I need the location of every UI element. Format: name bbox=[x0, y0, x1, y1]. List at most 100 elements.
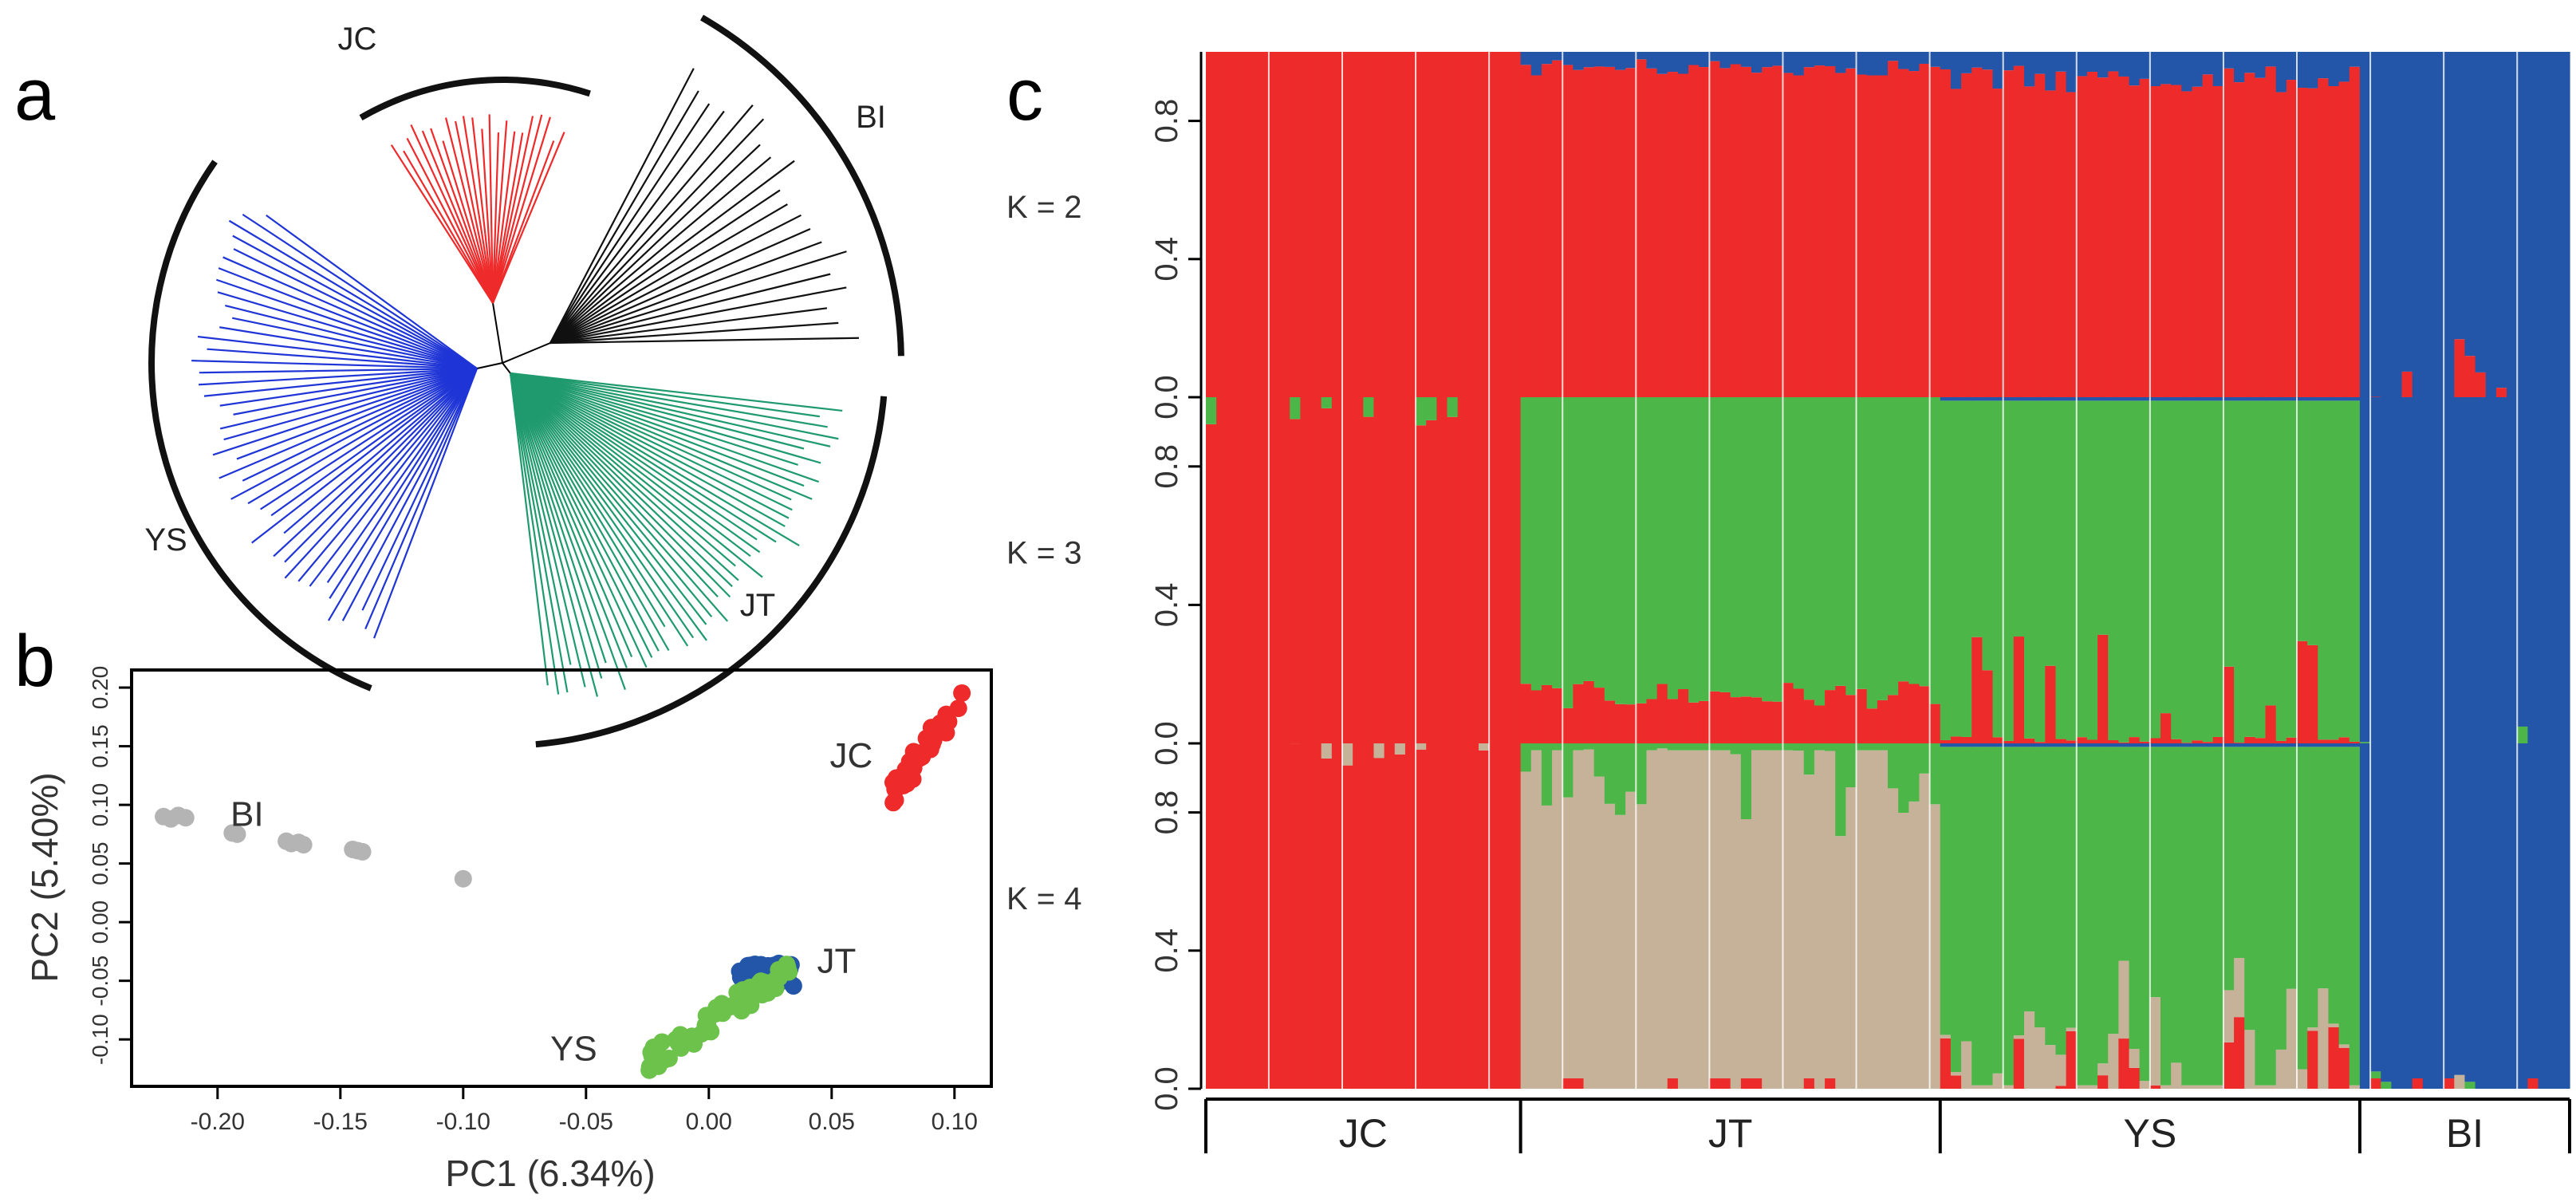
admixture-bar-segment bbox=[1677, 52, 1689, 74]
admixture-bar-segment bbox=[2160, 713, 2172, 743]
admixture-bar-segment bbox=[2244, 747, 2255, 1031]
panel-a-label: a bbox=[14, 54, 56, 136]
admixture-bar-segment bbox=[2391, 743, 2403, 1089]
admixture-bar-segment bbox=[1384, 397, 1396, 743]
admixture-bar-segment bbox=[2286, 52, 2298, 81]
admixture-bar-segment bbox=[2328, 747, 2340, 1024]
admixture-bar-segment bbox=[1793, 743, 1805, 751]
admixture-bar-segment bbox=[2297, 88, 2308, 397]
admixture-bar-segment bbox=[1636, 52, 1648, 60]
tree-branch-BI bbox=[549, 214, 802, 344]
admixture-bar-segment bbox=[1636, 743, 1648, 805]
admixture-bar-segment bbox=[2422, 52, 2434, 397]
admixture-bar-segment bbox=[1636, 804, 1648, 1089]
admixture-bar-segment bbox=[1772, 397, 1784, 702]
admixture-bar-segment bbox=[2485, 397, 2497, 743]
admixture-bar-segment bbox=[2485, 52, 2497, 397]
admixture-bar-segment bbox=[1898, 69, 1909, 397]
admixture-bar-segment bbox=[1562, 1078, 1574, 1089]
admixture-bar-segment bbox=[2234, 747, 2245, 959]
admixture-bar-segment bbox=[1552, 60, 1563, 397]
clade-arc-BI bbox=[699, 14, 904, 357]
tree-branch-JC bbox=[421, 130, 494, 304]
admixture-bar-segment bbox=[2129, 747, 2141, 1050]
tree-branch-YS bbox=[233, 248, 478, 369]
admixture-bar-segment bbox=[2338, 747, 2350, 1045]
admixture-bar-segment bbox=[2192, 1085, 2204, 1089]
admixture-bar-segment bbox=[2444, 743, 2455, 1079]
tree-branch-BI bbox=[549, 250, 847, 345]
admixture-bar-segment bbox=[1573, 397, 1585, 684]
admixture-bar-segment bbox=[2422, 397, 2434, 743]
admixture-bar-segment bbox=[2034, 742, 2046, 743]
admixture-bar-segment bbox=[1394, 754, 1406, 1089]
admixture-bar-segment bbox=[2108, 747, 2119, 1035]
admixture-bar-segment bbox=[2548, 397, 2560, 743]
admixture-bar-segment bbox=[1825, 65, 1836, 398]
admixture-bar-segment bbox=[1803, 1078, 1815, 1089]
admixture-bar-segment bbox=[1898, 397, 1909, 682]
tree-branch-BI bbox=[549, 286, 847, 345]
admixture-bar-segment bbox=[2318, 747, 2330, 989]
pca-point-BI bbox=[228, 825, 246, 843]
admixture-bar-segment bbox=[1604, 803, 1616, 1089]
admixture-bar-segment bbox=[1530, 397, 1542, 691]
admixture-bar-segment bbox=[2370, 1071, 2381, 1079]
admixture-bar-segment bbox=[1562, 65, 1574, 397]
admixture-bar-segment bbox=[2212, 400, 2224, 737]
admixture-bar-segment bbox=[2318, 78, 2330, 397]
admixture-bar-segment bbox=[1793, 52, 1805, 76]
admixture-bar-segment bbox=[1353, 52, 1364, 397]
admixture-bar-segment bbox=[1950, 52, 1962, 89]
admixture-bar-segment bbox=[2139, 397, 2151, 401]
admixture-bar-segment bbox=[1216, 397, 1227, 743]
admixture-bar-segment bbox=[1751, 73, 1763, 398]
admixture-bar-segment bbox=[1825, 397, 1836, 691]
admixture-bar-segment bbox=[1688, 65, 1700, 397]
admixture-bar-segment bbox=[1751, 397, 1763, 698]
admixture-bar-segment bbox=[2013, 1035, 2025, 1039]
tree-branch-BI bbox=[549, 104, 754, 344]
admixture-bar-segment bbox=[1615, 814, 1626, 1089]
admixture-bar-segment bbox=[1709, 52, 1721, 61]
admixture-bar-segment bbox=[1583, 749, 1595, 1089]
admixture-bar-segment bbox=[1699, 67, 1710, 397]
admixture-bar-segment bbox=[1888, 61, 1899, 398]
x-tick-label: -0.15 bbox=[313, 1109, 368, 1135]
admixture-bar-segment bbox=[2517, 397, 2528, 727]
admixture-bar-segment bbox=[1593, 52, 1605, 67]
admixture-bar-segment bbox=[1888, 743, 1899, 789]
tree-branch-JT bbox=[509, 372, 549, 686]
admixture-bar-segment bbox=[1636, 59, 1648, 398]
pca-y-axis-label: PC2 (5.40%) bbox=[24, 772, 65, 982]
admixture-bar-segment bbox=[1363, 416, 1375, 743]
admixture-bar-segment bbox=[1394, 397, 1406, 743]
admixture-bar-segment bbox=[1593, 776, 1605, 1089]
admixture-bar-segment bbox=[2076, 397, 2088, 401]
admixture-bar-segment bbox=[2003, 1085, 2015, 1089]
admixture-bar-segment bbox=[2066, 52, 2078, 93]
admixture-bar-segment bbox=[1772, 52, 1784, 66]
admixture-bar-segment bbox=[1562, 52, 1574, 65]
admixture-bar-segment bbox=[2475, 397, 2487, 743]
admixture-bar-segment bbox=[1583, 743, 1595, 750]
admixture-bar-segment bbox=[1268, 397, 1280, 743]
admixture-bar-segment bbox=[1604, 700, 1616, 743]
admixture-bar-segment bbox=[2076, 747, 2088, 1086]
tree-branch-BI bbox=[549, 227, 811, 345]
admixture-bar-segment bbox=[1677, 73, 1689, 397]
admixture-bar-segment bbox=[1782, 397, 1794, 684]
admixture-bar-segment bbox=[1762, 743, 1773, 751]
admixture-bar-segment bbox=[1625, 52, 1637, 69]
admixture-bar-segment bbox=[2045, 743, 2057, 747]
admixture-bar-segment bbox=[1467, 52, 1479, 397]
admixture-bar-segment bbox=[2129, 737, 2141, 743]
admixture-bar-segment bbox=[1562, 707, 1574, 743]
admixture-bar-segment bbox=[1982, 1085, 1994, 1089]
x-tick-label: -0.20 bbox=[191, 1109, 245, 1135]
admixture-bar-segment bbox=[2108, 743, 2119, 747]
admixture-bar-segment bbox=[2286, 747, 2298, 989]
admixture-bar-segment bbox=[2244, 397, 2255, 401]
admixture-bar-segment bbox=[2401, 371, 2413, 397]
admixture-bar-segment bbox=[1688, 743, 1700, 751]
